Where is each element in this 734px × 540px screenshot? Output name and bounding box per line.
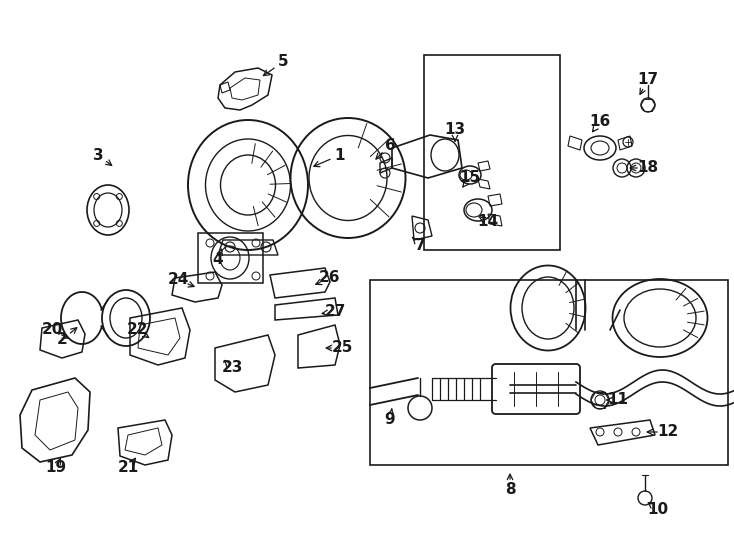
Text: 17: 17 [637,72,658,87]
Text: 12: 12 [658,424,679,440]
Text: 5: 5 [277,55,288,70]
Text: 27: 27 [324,305,346,320]
Text: 9: 9 [385,413,396,428]
Bar [424,55,560,250]
Text: 11: 11 [608,393,628,408]
Text: 6: 6 [385,138,396,152]
Text: 14: 14 [477,214,498,230]
Text: 22: 22 [127,322,149,338]
Text: 19: 19 [46,461,67,476]
Text: 24: 24 [167,273,189,287]
Text: 2: 2 [57,333,68,348]
Text: 3: 3 [92,147,103,163]
Text: 8: 8 [505,483,515,497]
Text: 15: 15 [459,171,481,186]
Text: 7: 7 [415,238,425,253]
Text: 13: 13 [445,123,465,138]
Bar [370,280,728,465]
Text: 21: 21 [117,461,139,476]
Text: 20: 20 [41,322,62,338]
Text: 18: 18 [637,160,658,176]
Text: 16: 16 [589,114,611,130]
Text: 23: 23 [222,361,243,375]
Text: 4: 4 [213,253,223,267]
Text: 10: 10 [647,503,669,517]
Text: 1: 1 [335,147,345,163]
Text: 26: 26 [319,271,341,286]
Text: 25: 25 [331,341,353,355]
